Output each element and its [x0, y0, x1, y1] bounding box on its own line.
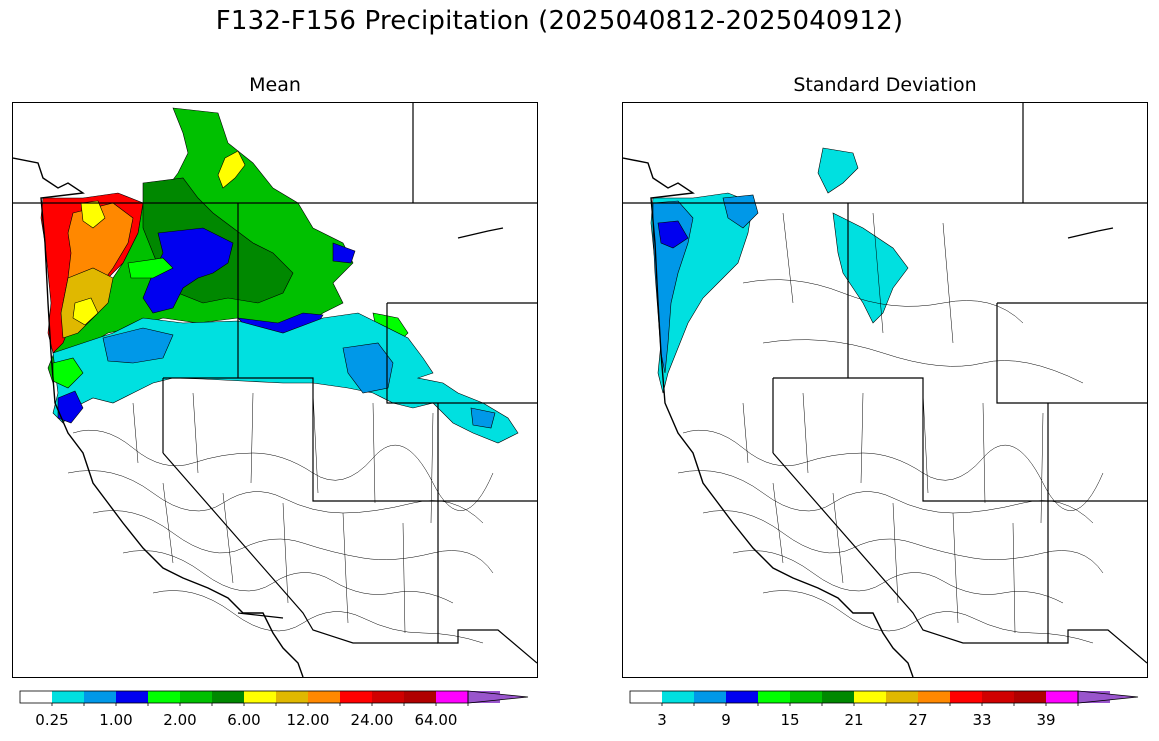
colorbar-tick-label: 9: [721, 711, 731, 729]
colorbar-tick-label: 39: [1036, 711, 1056, 729]
sd-coastline: [623, 157, 1114, 677]
colorbar-tick-label: 3: [657, 711, 667, 729]
sd-basin-lines: [677, 212, 1104, 644]
mean-basin-lines: [67, 392, 494, 644]
mean-state-boundaries: [13, 103, 537, 664]
mean-region-lgreen: [127, 257, 174, 279]
mean-region-yellow: [80, 200, 106, 229]
colorbar-tick-label: 2.00: [163, 711, 197, 729]
colorbar-segment: [758, 691, 790, 703]
colorbar-segment: [790, 691, 822, 703]
colorbar-tick-label: 33: [972, 711, 992, 729]
mean-region-yellow2: [72, 297, 99, 326]
colorbar-tick-label: 21: [844, 711, 864, 729]
colorbar-segment: [694, 691, 726, 703]
colorbar-tick-label: 24.00: [350, 711, 394, 729]
mean-region-blue2: [332, 242, 356, 264]
mean-region-ltblue3: [470, 407, 496, 429]
mean-region-ltblue: [102, 327, 174, 364]
colorbar-segment: [436, 691, 468, 703]
mean-map: [12, 102, 538, 678]
colorbar-segment: [244, 691, 276, 703]
colorbar-segment: [116, 691, 148, 703]
sd-colorbar: [629, 690, 1140, 706]
colorbar-tick-label: 0.25: [35, 711, 69, 729]
colorbar-segment: [372, 691, 404, 703]
colorbar-segment: [308, 691, 340, 703]
mean-colorbar-svg: [19, 690, 529, 706]
colorbar-segment: [950, 691, 982, 703]
colorbar-segment: [918, 691, 950, 703]
colorbar-segment: [982, 691, 1014, 703]
colorbar-segment: [276, 691, 308, 703]
colorbar-segment: [212, 691, 244, 703]
sd-panel-title: Standard Deviation: [793, 74, 977, 96]
colorbar-segment: [726, 691, 758, 703]
colorbar-segment: [662, 691, 694, 703]
colorbar-tick-label: 6.00: [227, 711, 261, 729]
colorbar-segment: [404, 691, 436, 703]
colorbar-segment: [822, 691, 854, 703]
mean-region-ltblue2: [342, 342, 394, 394]
colorbar-segment: [52, 691, 84, 703]
colorbar-tick-label: 15: [780, 711, 800, 729]
colorbar-segment: [340, 691, 372, 703]
colorbar-segment: [84, 691, 116, 703]
sd-state-boundaries: [623, 103, 1147, 664]
colorbar-tick-label: 64.00: [414, 711, 458, 729]
colorbar-segment: [180, 691, 212, 703]
colorbar-segment: [20, 691, 52, 703]
colorbar-tick-label: 27: [908, 711, 928, 729]
mean-region-yellow3: [217, 150, 246, 189]
sd-region-blue: [657, 220, 689, 249]
mean-shaded-regions: [40, 107, 519, 444]
mean-map-svg: [13, 103, 537, 677]
sd-region-cyan3: [832, 212, 909, 324]
sd-colorbar-svg: [629, 690, 1139, 706]
colorbar-segment: [1014, 691, 1046, 703]
sd-map-svg: [623, 103, 1147, 677]
colorbar-segment: [854, 691, 886, 703]
colorbar-segment: [630, 691, 662, 703]
colorbar-tick-label: 1.00: [99, 711, 133, 729]
mean-panel-title: Mean: [249, 74, 301, 96]
figure-title: F132-F156 Precipitation (2025040812-2025…: [215, 6, 904, 36]
colorbar-tick-label: 12.00: [286, 711, 330, 729]
sd-map: [622, 102, 1148, 678]
mean-coastline: [13, 157, 504, 677]
colorbar-segment: [1046, 691, 1078, 703]
mean-colorbar: [19, 690, 530, 706]
sd-region-cyan2: [817, 147, 859, 194]
mean-region-blue4: [57, 390, 84, 424]
colorbar-segment: [148, 691, 180, 703]
colorbar-segment: [886, 691, 918, 703]
sd-shaded-regions: [650, 147, 909, 394]
